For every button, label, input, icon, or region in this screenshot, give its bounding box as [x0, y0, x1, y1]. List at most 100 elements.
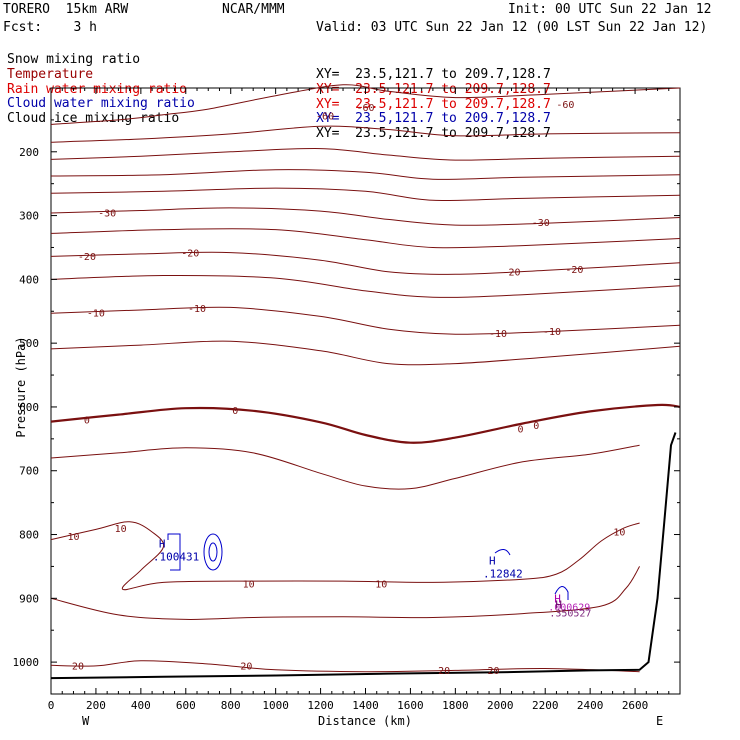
x-tick-label-12: 2400 [577, 699, 604, 712]
contour-label-0-1: -60 [316, 111, 334, 122]
contour-label-9-0: -10 [87, 309, 105, 320]
contour-label-13-0: 10 [67, 532, 79, 543]
legend-cloud-water-name: Cloud water mixing ratio [7, 96, 195, 111]
header-valid: Valid: 03 UTC Sun 22 Jan 12 (00 LST Sun … [316, 20, 708, 35]
contour-label-7-1: -20 [181, 249, 199, 260]
legend-cloud-water-xy: XY= 23.5,121.7 to 209.7,128.7 [316, 111, 551, 126]
temperature-contour-13 [50, 521, 640, 591]
cloud-water-contour-0 [167, 533, 181, 571]
x-axis-label: Distance (km) [318, 714, 412, 728]
contour-label-5-0: -30 [98, 208, 116, 219]
x-tick-label-3: 600 [176, 699, 196, 712]
legend-cloud-ice: Cloud ice mixing ratio XY= 23.5,121.7 to… [0, 96, 740, 141]
temperature-contour-14 [50, 566, 641, 620]
temperature-contour-11 [50, 403, 681, 444]
temperature-contour-2 [50, 148, 681, 161]
temperature-contour-7 [50, 251, 681, 275]
contour-label-0-0: -60 [356, 103, 374, 114]
legend-temperature-xy: XY= 23.5,121.7 to 209.7,128.7 [316, 82, 551, 97]
x-tick-label-8: 1600 [397, 699, 424, 712]
cloud-water-high-value-0: .100431 [153, 550, 199, 563]
x-tick-label-13: 2600 [622, 699, 649, 712]
contour-label-7-2: -20 [502, 268, 520, 279]
contour-label-15-1: 20 [240, 661, 252, 672]
cloud-water-contour-2 [208, 542, 218, 562]
terrain-line [50, 432, 677, 680]
y-tick-label-6: 800 [19, 529, 39, 542]
temperature-contour-8 [50, 274, 681, 298]
contour-label-0-2: -60 [556, 100, 574, 111]
contour-label-5-1: -30 [532, 218, 550, 229]
cloud-ice-high-value-0: .000629 [548, 602, 590, 613]
x-tick-label-2: 400 [131, 699, 151, 712]
cloud-water-high-label-1: H [489, 555, 496, 568]
legend-rain-xy: XY= 23.5,121.7 to 209.7,128.7 [316, 97, 551, 112]
legend-snow-name: Snow mixing ratio [7, 52, 141, 67]
header-center: NCAR/MMM [222, 2, 285, 17]
legend-snow: Snow mixing ratio XY= 23.5,121.7 to 209.… [0, 37, 740, 82]
x-tick-label-1: 200 [86, 699, 106, 712]
contour-label-15-0: 20 [72, 661, 84, 672]
contour-label-15-2: 20 [438, 666, 450, 677]
contour-label-11-1: 0 [232, 406, 238, 417]
legend-rain-name: Rain water mixing ratio [7, 82, 188, 97]
contour-label-13-1: 10 [115, 524, 127, 535]
header-init: Init: 00 UTC Sun 22 Jan 12 [508, 2, 712, 17]
cloud-water-contour-3 [494, 549, 511, 556]
cloud-ice-high-label-0: H [554, 592, 561, 605]
temperature-contour-9 [50, 306, 681, 335]
contour-label-13-2: 10 [243, 580, 255, 591]
contour-label-7-0: -20 [78, 252, 96, 263]
header-model: TORERO 15km ARW [3, 2, 129, 17]
cloud-water-high-label-0: H [159, 537, 166, 550]
x-tick-label-9: 1800 [442, 699, 469, 712]
cloud-ice-high-label-1: H [555, 599, 562, 612]
temperature-contour-4 [50, 187, 681, 202]
y-tick-label-4: 600 [19, 401, 39, 414]
legend-cloud-ice-name: Cloud ice mixing ratio [7, 111, 180, 126]
y-tick-label-5: 700 [19, 465, 39, 478]
contour-label-13-4: 10 [613, 527, 625, 538]
y-tick-label-7: 900 [19, 592, 39, 605]
contour-label-9-1: -10 [188, 304, 206, 315]
y-tick-label-0: 200 [19, 146, 39, 159]
temperature-contour-5 [50, 207, 681, 226]
legend-cloud-ice-xy: XY= 23.5,121.7 to 209.7,128.7 [316, 126, 551, 141]
legend-cloud-water: Cloud water mixing ratio XY= 23.5,121.7 … [0, 81, 740, 126]
x-tick-label-11: 2200 [532, 699, 559, 712]
x-tick-label-0: 0 [48, 699, 55, 712]
y-axis-label: Pressure (hPa) [14, 336, 28, 438]
x-tick-label-4: 800 [221, 699, 241, 712]
legend-temperature-name: Temperature [7, 67, 94, 82]
legend-temperature: Temperature XY= 23.5,121.7 to 209.7,128.… [0, 52, 740, 97]
temperature-contour-12 [50, 444, 640, 490]
x-left-direction: W [82, 714, 90, 728]
temperature-contour-6 [50, 228, 681, 249]
contour-label-11-2: 0 [517, 425, 523, 436]
y-tick-label-1: 300 [19, 210, 39, 223]
x-tick-label-6: 1200 [307, 699, 334, 712]
y-tick-label-2: 400 [19, 273, 39, 286]
header-fcst: Fcst: 3 h [3, 20, 97, 35]
contour-label-7-3: -20 [565, 265, 583, 276]
temperature-contour-10 [50, 340, 681, 366]
contour-label-13-3: 10 [375, 580, 387, 591]
temperature-contour-3 [50, 169, 681, 180]
y-tick-label-8: 1000 [13, 656, 40, 669]
x-tick-label-7: 1400 [352, 699, 379, 712]
contour-label-15-3: 20 [488, 666, 500, 677]
x-right-direction: E [656, 714, 664, 728]
cloud-water-contour-4 [554, 586, 569, 600]
contour-label-11-0: 0 [84, 416, 90, 427]
cloud-ice-high-value-1: .350527 [549, 609, 591, 620]
x-tick-label-10: 2000 [487, 699, 514, 712]
y-tick-label-3: 500 [19, 337, 39, 350]
contour-label-9-3: -10 [543, 327, 561, 338]
contour-label-9-2: -10 [489, 329, 507, 340]
temperature-contour-0 [50, 84, 681, 125]
cloud-water-contour-1 [203, 533, 223, 571]
legend-snow-xy: XY= 23.5,121.7 to 209.7,128.7 [316, 67, 551, 82]
legend-rain: Rain water mixing ratio XY= 23.5,121.7 t… [0, 67, 740, 112]
cloud-water-high-value-1: .12842 [483, 568, 523, 581]
